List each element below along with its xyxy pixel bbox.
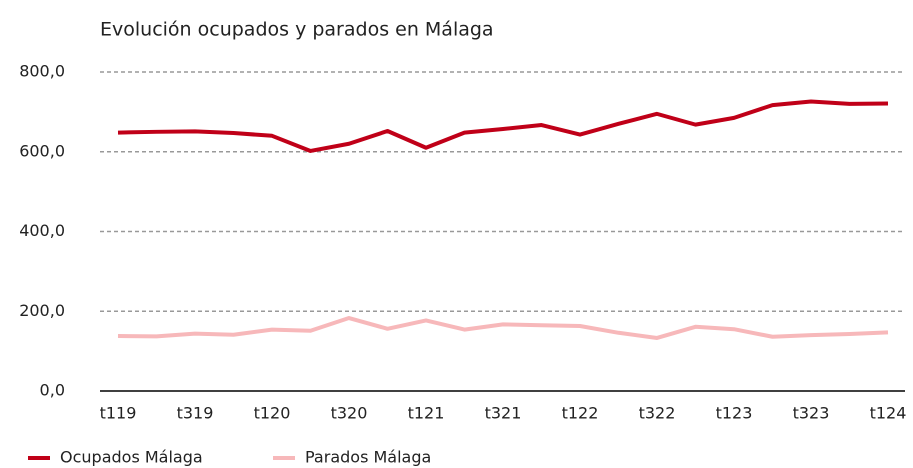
x-tick-label: t120 [254,404,291,423]
x-tick-label: t123 [716,404,753,423]
x-tick-label: t121 [408,404,445,423]
series-line [117,99,889,153]
series-line [117,316,889,340]
y-tick-label: 0,0 [40,381,65,400]
x-tick-label: t321 [485,404,522,423]
x-tick-label: t322 [639,404,676,423]
legend-label: Parados Málaga [305,448,431,467]
x-tick-label: t119 [100,404,137,423]
y-tick-label: 600,0 [19,141,65,160]
y-tick-label: 200,0 [19,301,65,320]
x-tick-label: t122 [562,404,599,423]
legend-label: Ocupados Málaga [60,448,203,467]
y-tick-label: 800,0 [19,62,65,81]
x-tick-label: t319 [177,404,214,423]
chart-title: Evolución ocupados y parados en Málaga [100,19,494,41]
y-tick-label: 400,0 [19,221,65,240]
x-tick-label: t124 [870,404,907,423]
x-tick-label: t323 [793,404,830,423]
x-tick-label: t320 [331,404,368,423]
